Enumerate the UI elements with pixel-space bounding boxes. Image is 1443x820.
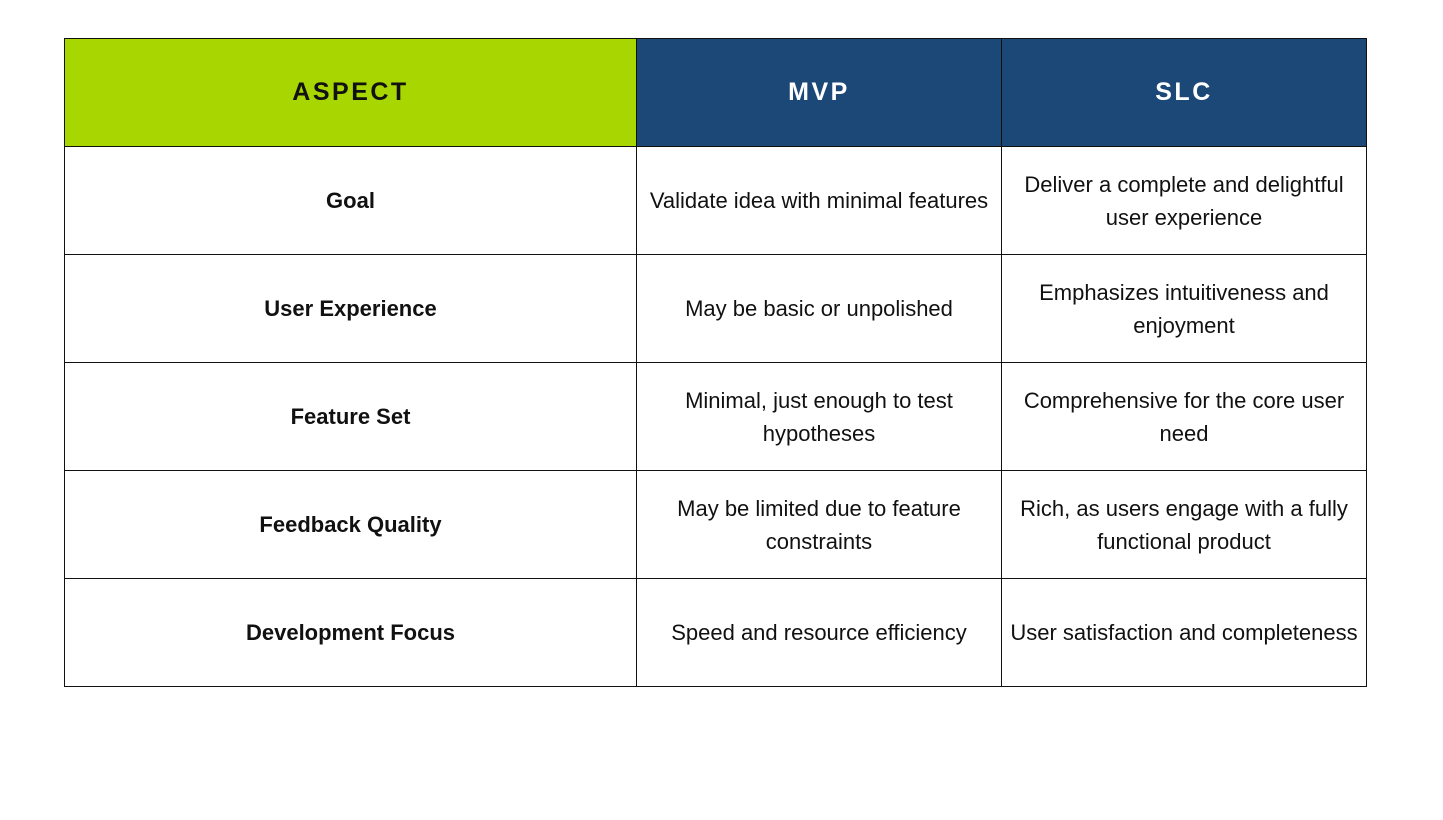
table-row: User Experience May be basic or unpolish… (64, 254, 1367, 363)
table-row: Development Focus Speed and resource eff… (64, 578, 1367, 687)
slc-cell: Comprehensive for the core user need (1001, 362, 1367, 471)
header-row: ASPECT MVP SLC (64, 38, 1367, 147)
mvp-value: May be limited due to feature constraint… (677, 495, 961, 554)
aspect-label: Development Focus (245, 619, 456, 645)
slc-cell: Deliver a complete and delightful user e… (1001, 146, 1367, 255)
mvp-cell: Validate idea with minimal features (636, 146, 1002, 255)
mvp-cell: Speed and resource efficiency (636, 578, 1002, 687)
aspect-cell: Feedback Quality (64, 470, 637, 579)
table-row: Feedback Quality May be limited due to f… (64, 470, 1367, 579)
aspect-label: Feature Set (290, 403, 411, 429)
slc-value: Emphasizes intuitiveness and enjoyment (1039, 279, 1329, 338)
header-mvp: MVP (636, 38, 1002, 147)
header-aspect-label: ASPECT (292, 78, 409, 106)
aspect-cell: User Experience (64, 254, 637, 363)
slc-cell: User satisfaction and completeness (1001, 578, 1367, 687)
mvp-value: Validate idea with minimal features (649, 188, 989, 213)
table-row: Goal Validate idea with minimal features… (64, 146, 1367, 255)
slc-value: User satisfaction and completeness (1010, 620, 1358, 645)
slc-value: Rich, as users engage with a fully funct… (1020, 495, 1348, 554)
header-slc: SLC (1001, 38, 1367, 147)
slc-value: Comprehensive for the core user need (1023, 387, 1345, 446)
header-mvp-label: MVP (788, 78, 850, 106)
aspect-cell: Development Focus (64, 578, 637, 687)
aspect-label: Goal (326, 187, 375, 213)
mvp-cell: May be basic or unpolished (636, 254, 1002, 363)
mvp-value: Speed and resource efficiency (671, 620, 967, 645)
mvp-value: May be basic or unpolished (685, 296, 953, 321)
mvp-cell: May be limited due to feature constraint… (636, 470, 1002, 579)
aspect-cell: Feature Set (64, 362, 637, 471)
slc-value: Deliver a complete and delightful user e… (1024, 171, 1344, 230)
header-aspect: ASPECT (64, 38, 637, 147)
slc-cell: Rich, as users engage with a fully funct… (1001, 470, 1367, 579)
aspect-label: User Experience (264, 295, 437, 321)
aspect-cell: Goal (64, 146, 637, 255)
aspect-label: Feedback Quality (259, 511, 442, 537)
mvp-value: Minimal, just enough to test hypotheses (685, 387, 953, 446)
table-row: Feature Set Minimal, just enough to test… (64, 362, 1367, 471)
slc-cell: Emphasizes intuitiveness and enjoyment (1001, 254, 1367, 363)
header-slc-label: SLC (1155, 78, 1213, 106)
mvp-cell: Minimal, just enough to test hypotheses (636, 362, 1002, 471)
comparison-table: ASPECT MVP SLC Goal Validate idea with m… (64, 38, 1367, 687)
